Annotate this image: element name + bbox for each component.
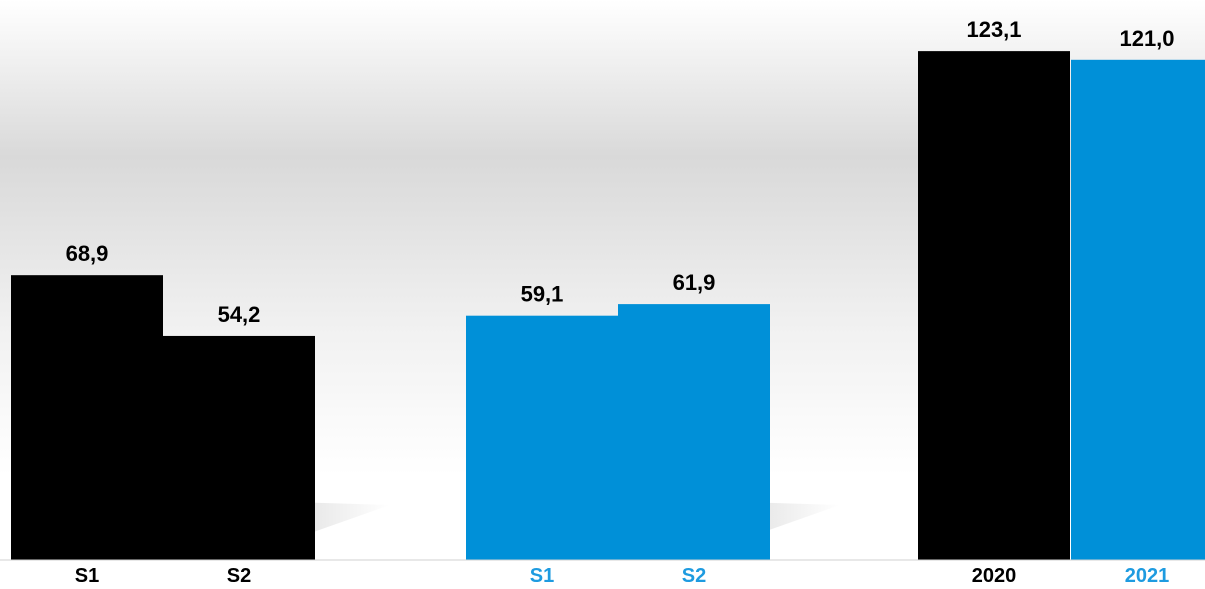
- bar-2021-blue: [1071, 59, 1205, 560]
- value-label: 61,9: [673, 270, 716, 295]
- category-tick-label: 2021: [1125, 565, 1170, 587]
- category-tick-label: S2: [682, 565, 706, 587]
- tick-labels: S1 S2 S1 S2 2020 2021: [75, 565, 1169, 587]
- category-tick-label: S2: [227, 565, 251, 587]
- value-labels: 68,9 54,2 59,1 61,9 123,1 121,0: [66, 17, 1175, 327]
- value-label: 54,2: [218, 302, 261, 327]
- category-tick-label: S1: [530, 565, 554, 587]
- bar-s2-blue: [618, 304, 770, 560]
- value-label: 68,9: [66, 241, 109, 266]
- category-tick-label: 2020: [972, 565, 1017, 587]
- bar-s1-blue: [466, 315, 618, 560]
- value-label: 59,1: [521, 282, 564, 307]
- value-label: 123,1: [966, 17, 1021, 42]
- bar-s1-dark: [11, 275, 163, 560]
- bar-s2-dark: [163, 335, 315, 560]
- bars: [11, 51, 1205, 561]
- category-tick-label: S1: [75, 565, 99, 587]
- value-label: 121,0: [1119, 26, 1174, 51]
- bar-2020-dark: [918, 51, 1070, 561]
